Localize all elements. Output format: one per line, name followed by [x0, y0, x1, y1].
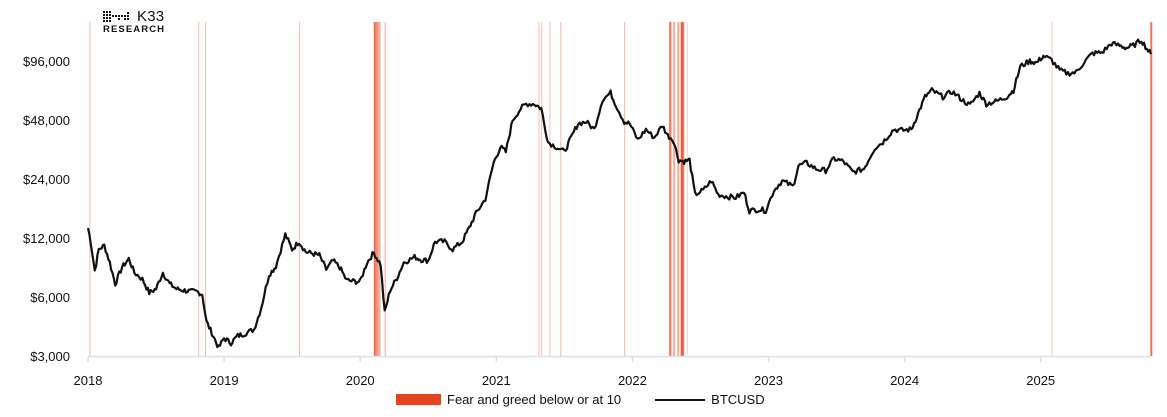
fear-greed-band — [377, 22, 380, 356]
fear-greed-band — [89, 22, 91, 356]
legend-btc-label: BTCUSD — [711, 392, 765, 407]
logo-dots-icon — [103, 11, 129, 22]
fear-greed-band — [541, 22, 543, 356]
fear-greed-band — [671, 22, 673, 356]
fear-greed-band — [205, 22, 206, 356]
fear-greed-band — [549, 22, 551, 356]
y-tick-label: $12,000 — [23, 231, 70, 246]
fear-greed-band — [677, 22, 680, 356]
fear-greed-band — [560, 22, 562, 356]
fear-greed-band — [379, 22, 381, 356]
fear-greed-band — [624, 22, 626, 356]
k33-research-logo: K33 RESEARCH — [103, 9, 165, 35]
y-axis-ticks: $3,000 $6,000 $12,000 $24,000 $48,000 $96,000 — [23, 54, 70, 364]
fear-greed-band — [680, 22, 684, 356]
fear-greed-band — [538, 22, 540, 356]
fear-greed-band — [299, 22, 300, 356]
fear-greed-band — [1051, 22, 1053, 356]
fear-greed-band — [686, 22, 688, 356]
fear-greed-band — [673, 22, 676, 356]
x-tick-label: 2023 — [754, 373, 783, 388]
y-tick-label: $24,000 — [23, 172, 70, 187]
x-tick-label: 2024 — [890, 373, 919, 388]
fear-greed-bands — [89, 22, 1153, 356]
x-tick-label: 2018 — [74, 373, 103, 388]
legend-fear-label: Fear and greed below or at 10 — [447, 392, 622, 407]
fear-greed-band — [1150, 22, 1153, 356]
fear-greed-band — [375, 22, 378, 356]
fear-greed-band — [683, 22, 685, 356]
logo-subtitle: RESEARCH — [103, 24, 166, 35]
x-tick-label: 2019 — [210, 373, 239, 388]
y-tick-label: $3,000 — [30, 349, 70, 364]
btcusd-line-swatch-icon — [655, 398, 706, 401]
fear-greed-band — [198, 22, 200, 356]
fear-greed-band — [384, 22, 386, 356]
x-tick-label: 2020 — [346, 373, 375, 388]
x-tick-label: 2021 — [482, 373, 511, 388]
fear-greed-band — [373, 22, 376, 356]
x-tick-label: 2022 — [618, 373, 647, 388]
y-tick-label: $96,000 — [23, 54, 70, 69]
chart-legend: Fear and greed below or at 10 BTCUSD — [396, 392, 765, 407]
fear-greed-swatch-icon — [396, 394, 441, 405]
y-tick-label: $6,000 — [30, 290, 70, 305]
y-tick-label: $48,000 — [23, 113, 70, 128]
x-axis-ticks: 2018 2019 2020 2021 2022 2023 2024 2025 — [74, 357, 1055, 388]
x-tick-label: 2025 — [1026, 373, 1055, 388]
logo-name: K33 — [137, 8, 165, 25]
fear-greed-band — [669, 22, 672, 356]
btcusd-line — [86, 38, 1152, 349]
